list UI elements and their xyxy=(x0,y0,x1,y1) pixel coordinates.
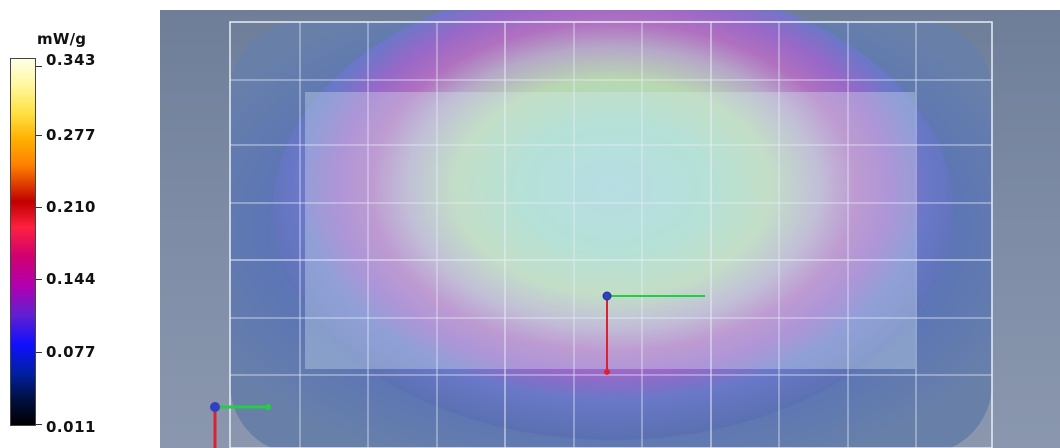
unit-label: mW/g xyxy=(37,30,87,48)
colorbar-gradient xyxy=(10,58,36,426)
grid-vertical-lines xyxy=(299,22,917,448)
tick-label: 0.144 xyxy=(46,270,96,288)
tick-mark xyxy=(36,352,42,353)
probe-axes-icon xyxy=(602,291,705,375)
tick-mark xyxy=(36,207,42,208)
tick-label-max: 0.343 xyxy=(46,51,96,69)
colorbar-legend: mW/g 0.343 0.277 0.210 0.144 0.077 0.011 xyxy=(0,0,160,448)
surface-plane xyxy=(305,92,915,369)
tick-mark xyxy=(36,135,42,136)
tick-label: 0.277 xyxy=(46,126,96,144)
sar-hotspot xyxy=(273,10,953,440)
axes-triad-icon xyxy=(210,402,271,448)
grid-horizontal-lines xyxy=(230,79,992,376)
tick-mark xyxy=(36,66,42,67)
tick-mark xyxy=(36,279,42,280)
grid-frame xyxy=(229,21,993,448)
sar-distribution-plot xyxy=(210,10,993,448)
tick-label: 0.077 xyxy=(46,343,96,361)
tick-label: 0.210 xyxy=(46,198,96,216)
tick-mark xyxy=(36,424,42,425)
tick-label-min: 0.011 xyxy=(46,418,96,436)
sar-field-viewport[interactable] xyxy=(160,10,1060,448)
